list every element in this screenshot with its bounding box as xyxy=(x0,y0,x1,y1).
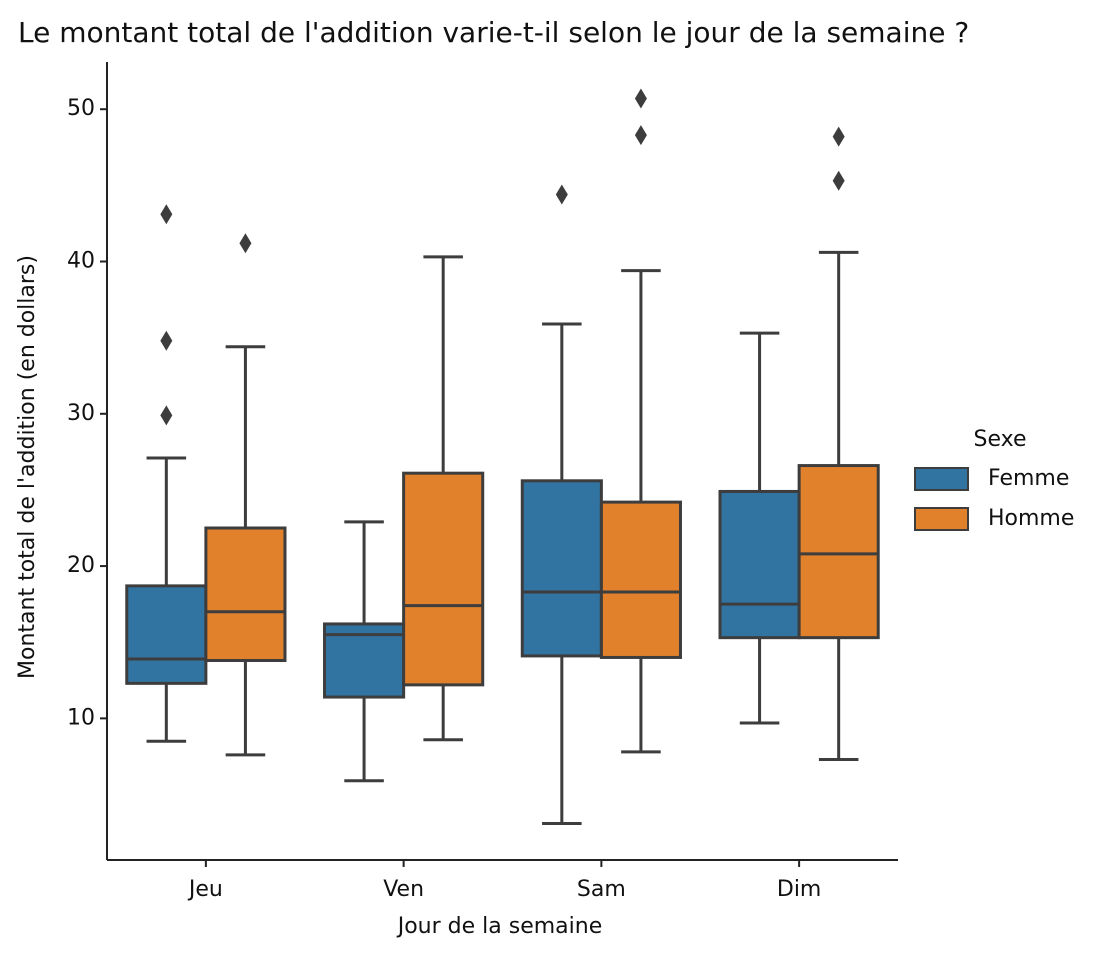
y-tick-label: 20 xyxy=(67,553,95,578)
y-tick-label: 40 xyxy=(67,249,95,274)
y-axis-label: Montant total de l'addition (en dollars) xyxy=(15,255,40,679)
y-tick-label: 50 xyxy=(67,96,95,121)
box xyxy=(797,464,880,640)
legend-swatch xyxy=(914,467,969,491)
outlier xyxy=(160,204,173,225)
x-tick-label: Ven xyxy=(383,877,424,902)
x-tick-label: Dim xyxy=(777,877,821,902)
outlier xyxy=(832,126,845,147)
outlier xyxy=(555,184,568,205)
outlier xyxy=(160,405,173,426)
legend-label: Femme xyxy=(988,466,1069,491)
outlier xyxy=(832,170,845,191)
box xyxy=(599,500,682,659)
box xyxy=(718,489,801,640)
x-axis-label: Jour de la semaine xyxy=(396,914,603,939)
legend-label: Homme xyxy=(988,506,1074,531)
outlier xyxy=(160,330,173,351)
x-tick-label: Jeu xyxy=(187,877,223,902)
box xyxy=(323,622,406,699)
outlier xyxy=(634,125,647,146)
chart-title: Le montant total de l'addition varie-t-i… xyxy=(18,16,969,49)
box xyxy=(520,479,603,658)
y-tick-label: 30 xyxy=(67,401,95,426)
x-tick-label: Sam xyxy=(577,877,626,902)
box xyxy=(204,526,287,662)
legend-title: Sexe xyxy=(974,427,1027,452)
box xyxy=(402,471,485,687)
y-tick-label: 10 xyxy=(67,705,95,730)
legend-swatch xyxy=(914,507,969,531)
outlier xyxy=(239,233,252,254)
box xyxy=(125,584,208,685)
outlier xyxy=(634,88,647,109)
